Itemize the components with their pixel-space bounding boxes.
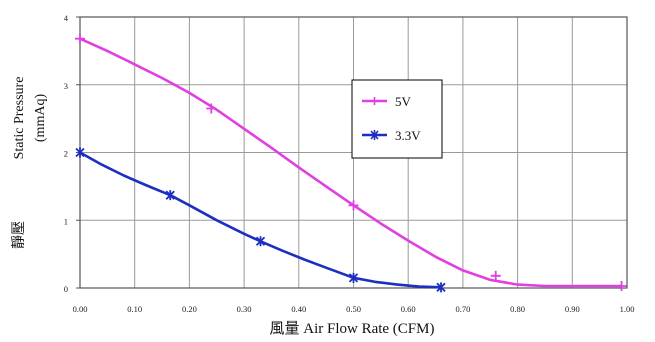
series-line-5v — [79, 37, 622, 288]
legend-label-5v: 5V — [395, 94, 412, 109]
y-tick-label: 1 — [64, 216, 68, 226]
data-point-marker — [490, 270, 501, 281]
legend-marker-5v — [370, 97, 379, 105]
x-tick-label: 0.00 — [73, 304, 88, 314]
data-point-marker — [75, 33, 85, 44]
y-axis-unit-label: (mmAq) — [33, 94, 48, 143]
x-axis-ticks: 0.00 0.10 0.20 0.30 0.40 0.50 0.60 0.70 0.80 0.90… — [73, 304, 635, 314]
y-axis-ticks: 0 1 2 3 4 — [64, 13, 80, 294]
data-point-marker — [616, 280, 627, 291]
data-point-marker — [255, 236, 266, 247]
x-tick-label: 0.10 — [127, 304, 142, 314]
legend-marker-3v3 — [370, 130, 379, 140]
legend-label-3v3: 3.3V — [395, 128, 421, 143]
data-point-marker — [348, 272, 359, 283]
data-point-marker — [348, 200, 359, 211]
x-axis-label: 風量 Air Flow Rate (CFM) — [269, 321, 434, 337]
data-point-marker — [206, 103, 217, 114]
x-tick-label: 0.40 — [291, 304, 306, 314]
y-tick-label: 0 — [64, 284, 68, 294]
series-markers — [75, 33, 627, 293]
legend-box — [351, 79, 443, 159]
y-tick-label: 4 — [64, 13, 69, 23]
data-point-marker — [75, 147, 85, 158]
y-tick-label: 2 — [64, 149, 68, 159]
x-tick-label: 0.60 — [401, 304, 416, 314]
x-tick-label: 1.00 — [620, 304, 635, 314]
series-lines — [79, 37, 622, 289]
y-axis-cjk-label: 靜壓 — [11, 221, 27, 249]
y-tick-label: 3 — [64, 81, 68, 91]
x-tick-label: 0.20 — [182, 304, 197, 314]
x-tick-label: 0.90 — [565, 304, 580, 314]
x-tick-label: 0.50 — [346, 304, 361, 314]
legend: 5V 3.3V — [351, 79, 443, 159]
data-point-marker — [436, 282, 446, 293]
x-tick-label: 0.70 — [455, 304, 470, 314]
x-tick-label: 0.80 — [510, 304, 525, 314]
x-tick-label: 0.30 — [237, 304, 252, 314]
y-axis-label: Static Pressure — [12, 77, 27, 160]
data-point-marker — [165, 190, 175, 201]
